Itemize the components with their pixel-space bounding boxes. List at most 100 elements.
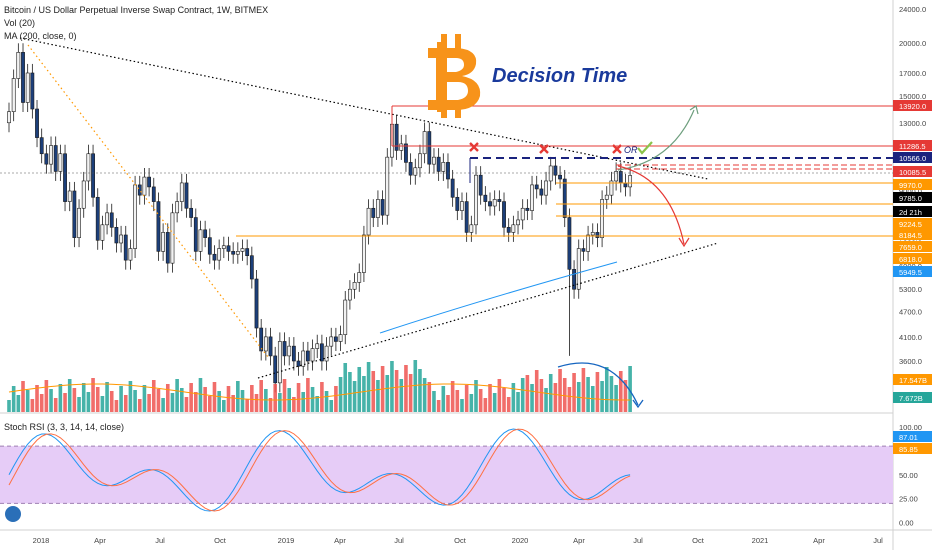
volume-bar bbox=[464, 385, 469, 412]
time-tick: Oct bbox=[214, 536, 227, 545]
volume-bar bbox=[184, 397, 189, 412]
volume-bar bbox=[553, 383, 558, 412]
volume-bar bbox=[236, 381, 240, 412]
volume-bar bbox=[226, 386, 231, 412]
bullish-arrowhead bbox=[689, 105, 699, 115]
volume-bar bbox=[175, 379, 179, 412]
candle-body bbox=[315, 343, 320, 349]
candle-body bbox=[488, 201, 492, 207]
volume-label: Vol (20) bbox=[4, 18, 36, 28]
volume-bar bbox=[105, 382, 109, 412]
candle-body bbox=[614, 171, 619, 182]
candle-body bbox=[282, 341, 287, 357]
volume-bar bbox=[30, 399, 35, 412]
time-tick: Apr bbox=[573, 536, 585, 545]
price-label: 9224.5 bbox=[899, 220, 922, 229]
volume-bar bbox=[203, 387, 207, 412]
volume-bar bbox=[142, 385, 147, 412]
candle-body bbox=[520, 207, 525, 221]
volume-arrow bbox=[557, 362, 639, 406]
volume-bar bbox=[25, 390, 30, 412]
candle-body bbox=[151, 186, 156, 202]
volume-bar bbox=[133, 390, 137, 412]
candle-body bbox=[268, 336, 273, 357]
volume-bar bbox=[334, 386, 338, 412]
candle-body bbox=[72, 190, 77, 238]
volume-bar bbox=[278, 393, 282, 412]
volume-bar bbox=[348, 372, 352, 412]
candle-body bbox=[81, 180, 86, 209]
candle-body bbox=[21, 52, 25, 103]
candle-body bbox=[576, 248, 581, 290]
price-tick: 24000.0 bbox=[899, 5, 926, 14]
candle-body bbox=[600, 199, 604, 238]
candle-body bbox=[123, 234, 128, 261]
volume-bar bbox=[418, 369, 422, 412]
volume-bar bbox=[502, 388, 506, 412]
candle-body bbox=[170, 212, 175, 264]
volume-bar bbox=[240, 390, 245, 412]
candle-body bbox=[441, 162, 446, 172]
stoch-label: 85.85 bbox=[899, 445, 918, 454]
volume-bar bbox=[81, 383, 86, 412]
volume-bar bbox=[446, 395, 450, 412]
tradingview-logo[interactable] bbox=[5, 506, 21, 522]
candle-body bbox=[604, 194, 609, 200]
candle-body bbox=[273, 355, 278, 384]
candle-body bbox=[418, 153, 422, 169]
candle-body bbox=[63, 153, 67, 202]
candle-body bbox=[277, 341, 282, 384]
candle-body bbox=[366, 207, 371, 236]
candle-body bbox=[30, 72, 35, 110]
candle-body bbox=[133, 184, 137, 249]
candle-body bbox=[404, 143, 408, 163]
candle-body bbox=[362, 234, 366, 273]
candle-body bbox=[77, 207, 81, 238]
volume-bar bbox=[604, 367, 609, 412]
volume-bar bbox=[91, 378, 95, 412]
price-label: 13920.0 bbox=[899, 102, 926, 111]
volume-bar bbox=[151, 380, 156, 412]
volume-bar bbox=[469, 394, 474, 412]
volume-bar bbox=[450, 381, 455, 412]
candle-body bbox=[175, 201, 180, 214]
price-tick: 9000.0 bbox=[899, 187, 922, 196]
volume-bar bbox=[432, 391, 436, 412]
candle-body bbox=[189, 207, 194, 218]
volume-bar bbox=[324, 391, 329, 412]
candle-body bbox=[128, 248, 133, 261]
volume-bar bbox=[250, 385, 254, 412]
volume-bar bbox=[21, 381, 25, 412]
ma-label: MA (200, close, 0) bbox=[4, 31, 77, 41]
candle-body bbox=[259, 327, 264, 352]
volume-bar bbox=[109, 391, 114, 412]
volume-bar bbox=[390, 361, 394, 412]
volume-bar bbox=[408, 374, 413, 412]
candle-body bbox=[240, 248, 245, 252]
bitcoin-logo bbox=[428, 34, 481, 118]
price-label-box bbox=[893, 218, 932, 229]
time-tick: 2021 bbox=[752, 536, 769, 545]
candle-body bbox=[511, 224, 516, 233]
volume-bar bbox=[114, 400, 119, 412]
stoch-tick: 100.00 bbox=[899, 423, 922, 432]
volume-bar bbox=[100, 396, 105, 412]
volume-bar bbox=[595, 372, 600, 412]
candle-body bbox=[86, 153, 91, 182]
volume-bar bbox=[371, 371, 376, 412]
volume-bar bbox=[376, 380, 380, 412]
volume-bar bbox=[352, 381, 357, 412]
candle-body bbox=[184, 182, 189, 209]
time-tick: Oct bbox=[454, 536, 467, 545]
candle-body bbox=[399, 143, 404, 151]
chart-title: Bitcoin / US Dollar Perpetual Inverse Sw… bbox=[4, 5, 269, 15]
volume-bar bbox=[614, 385, 618, 412]
volume-bar bbox=[520, 378, 525, 412]
or-label: OR bbox=[624, 145, 638, 155]
candle-body bbox=[119, 234, 123, 244]
volume-bar bbox=[119, 386, 123, 412]
volume-bar bbox=[39, 394, 44, 412]
time-tick: Apr bbox=[94, 536, 106, 545]
volume-bar bbox=[315, 396, 320, 412]
